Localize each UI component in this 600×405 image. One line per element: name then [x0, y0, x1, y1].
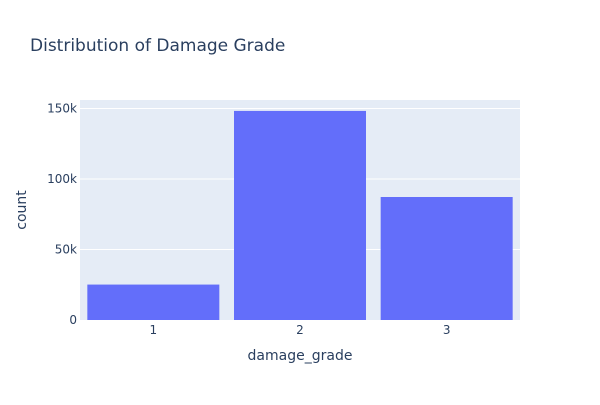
bars [87, 110, 513, 320]
x-axis-title: damage_grade [248, 348, 353, 364]
x-tick-label: 2 [296, 323, 304, 337]
x-axis-ticks: 1 2 3 [150, 323, 451, 337]
y-tick-label: 0 [69, 313, 77, 327]
bar-damage-grade-2[interactable] [234, 110, 366, 320]
x-tick-label: 1 [150, 323, 158, 337]
bar-damage-grade-1[interactable] [87, 284, 220, 320]
bar-damage-grade-3[interactable] [380, 197, 513, 320]
x-tick-label: 3 [443, 323, 451, 337]
y-axis-title: count [14, 190, 30, 230]
y-tick-label: 150k [47, 101, 77, 115]
y-tick-label: 100k [47, 172, 77, 186]
y-tick-label: 50k [55, 242, 77, 256]
chart-title: Distribution of Damage Grade [30, 36, 285, 56]
y-axis-ticks: 0 50k 100k 150k [47, 101, 77, 327]
